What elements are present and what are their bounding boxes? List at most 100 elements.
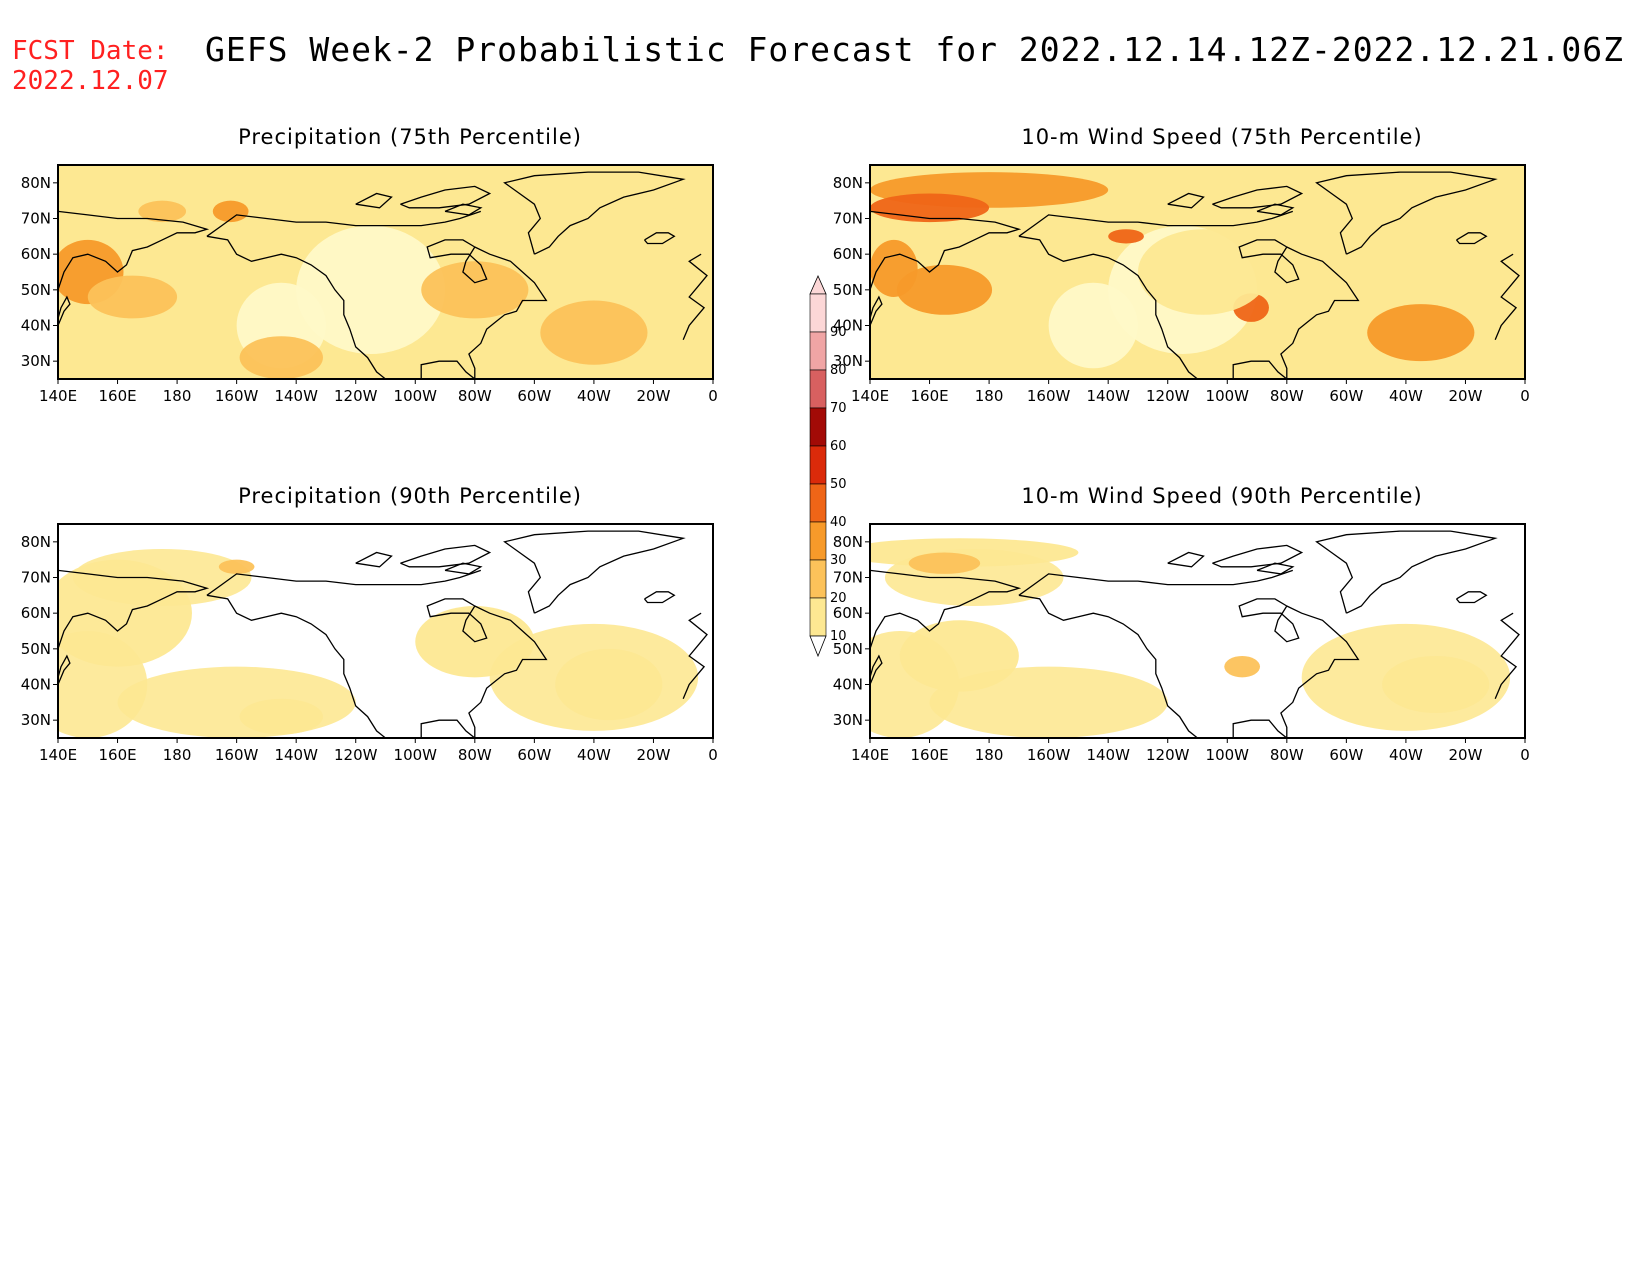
colorbar-level-label: 10 — [830, 629, 847, 644]
probability-blob — [870, 239, 918, 297]
lon-tick-label: 100W — [394, 746, 438, 764]
panel-title: 10-m Wind Speed (90th Percentile) — [1021, 484, 1423, 508]
lon-tick-label: 140E — [39, 387, 77, 405]
lon-tick-label: 60W — [517, 387, 551, 405]
coastline — [206, 235, 386, 379]
lat-tick-label: 60N — [21, 604, 51, 622]
lat-tick-label: 60N — [21, 245, 51, 263]
shading-patch — [1048, 282, 1138, 369]
coastline — [420, 605, 548, 738]
probability-blob — [212, 200, 249, 223]
coastline — [444, 203, 483, 216]
lon-tick-label: 120W — [334, 387, 378, 405]
probability-blob — [239, 336, 323, 379]
map-frame — [57, 523, 714, 739]
coastline — [644, 232, 676, 245]
lon-tick-label: 0 — [1520, 746, 1530, 764]
coastline — [870, 654, 883, 685]
coastline — [1238, 598, 1300, 643]
coastline — [1494, 612, 1520, 700]
coastline — [1494, 253, 1520, 341]
lat-tick-label: 40N — [21, 676, 51, 694]
shading-patch — [117, 666, 356, 738]
map-frame — [57, 164, 714, 380]
lon-tick-label: 180 — [975, 746, 1004, 764]
probability-blob — [659, 207, 708, 230]
precip-75th-panel: Precipitation (75th Percentile) 140E 160E… — [21, 125, 770, 425]
lat-tick-label: 30N — [833, 711, 863, 729]
lat-tick-label: 80N — [833, 533, 863, 551]
colorbar-cap-bottom — [809, 635, 827, 658]
coastline — [644, 591, 676, 604]
coastline — [206, 594, 386, 738]
lon-tick-label: 160W — [1027, 387, 1071, 405]
lon-tick-label: 140W — [1086, 387, 1130, 405]
coastline — [1232, 605, 1360, 738]
colorbar-swatch — [809, 293, 827, 333]
lon-tick-label: 140E — [851, 746, 889, 764]
probability-blob — [58, 559, 192, 667]
lon-tick-label: 160E — [910, 387, 948, 405]
coastline — [206, 569, 482, 596]
lat-tick-label: 80N — [21, 174, 51, 192]
coastline — [870, 569, 1022, 650]
probability-blob — [87, 275, 178, 319]
lat-tick-label: 80N — [833, 174, 863, 192]
probability-blob — [555, 648, 663, 721]
main-title: GEFS Week-2 Probabilistic Forecast for 2… — [205, 30, 1625, 69]
lat-tick-label: 40N — [21, 317, 51, 335]
lon-tick-label: 100W — [394, 387, 438, 405]
lat-tick-label: 50N — [833, 281, 863, 299]
lat-tick-label: 70N — [21, 569, 51, 587]
lat-tick-label: 30N — [833, 352, 863, 370]
colorbar-swatch — [809, 331, 827, 371]
lon-tick-label: 80W — [1270, 387, 1304, 405]
lat-tick-label: 70N — [833, 569, 863, 587]
coastline — [682, 253, 708, 341]
lat-tick-label: 60N — [833, 245, 863, 263]
lat-tick-label: 40N — [833, 317, 863, 335]
colorbar-level-label: 50 — [830, 477, 847, 492]
lon-tick-label: 140W — [1086, 746, 1130, 764]
wind-90th-panel: 10-m Wind Speed (90th Percentile) 140E 16… — [833, 484, 1582, 784]
lon-tick-label: 180 — [163, 387, 192, 405]
lat-tick-label: 30N — [21, 352, 51, 370]
shading-patch — [296, 225, 446, 355]
colorbar-level-label: 60 — [830, 439, 847, 454]
coastline — [426, 239, 488, 284]
coastline — [1212, 544, 1304, 568]
lat-tick-label: 30N — [21, 711, 51, 729]
coastline — [355, 192, 393, 209]
colorbar-swatch — [809, 369, 827, 409]
lon-tick-label: 160W — [215, 387, 259, 405]
lat-tick-label: 50N — [833, 640, 863, 658]
lon-tick-label: 160W — [215, 746, 259, 764]
colorbar-level-label: 30 — [830, 553, 847, 568]
probability-blob — [239, 698, 323, 735]
lon-tick-label: 80W — [458, 387, 492, 405]
lat-tick-label: 70N — [833, 210, 863, 228]
probability-blob — [218, 559, 255, 574]
probability-blob — [896, 264, 993, 315]
lon-tick-label: 160E — [98, 387, 136, 405]
lon-tick-label: 120W — [1146, 746, 1190, 764]
lon-tick-label: 0 — [1520, 387, 1530, 405]
lon-tick-label: 100W — [1206, 746, 1250, 764]
panel-title: Precipitation (75th Percentile) — [238, 125, 582, 149]
panel-title: Precipitation (90th Percentile) — [238, 484, 582, 508]
coastline — [58, 295, 71, 326]
coastline — [58, 569, 210, 650]
lon-tick-label: 140W — [274, 387, 318, 405]
coastline — [1018, 569, 1294, 596]
coastline — [400, 544, 492, 568]
lat-tick-label: 50N — [21, 281, 51, 299]
lon-tick-label: 80W — [458, 746, 492, 764]
colorbar-level-label: 70 — [830, 401, 847, 416]
coastline — [870, 295, 883, 326]
probability-blob — [899, 620, 1019, 692]
probability-blob — [1367, 304, 1475, 362]
coastline — [58, 210, 210, 291]
coastline — [1238, 239, 1300, 284]
coastline — [682, 612, 708, 700]
colorbar-level-label: 40 — [830, 515, 847, 530]
